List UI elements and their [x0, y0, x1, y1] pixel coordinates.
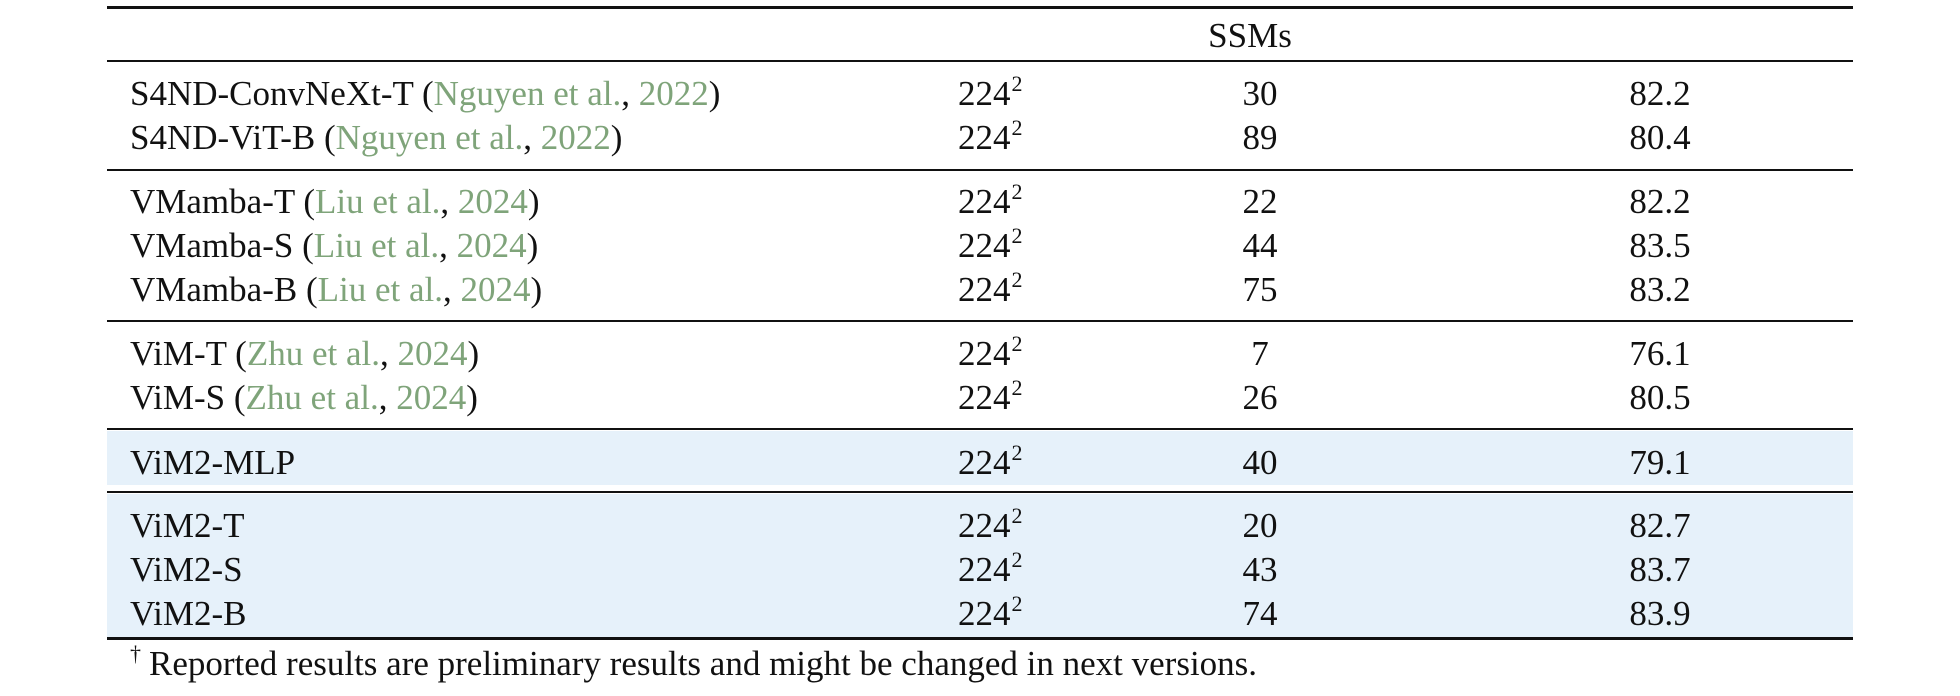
model-name: ViM-T (Zhu et al., 2024): [130, 334, 480, 373]
top1-value: 83.5: [1629, 226, 1691, 265]
citation-link[interactable]: Zhu et al.: [246, 334, 380, 373]
table-row: VMamba-B (Liu et al., 2024) 2242 75 83.2: [0, 267, 1960, 312]
citation-year-link[interactable]: 2024: [456, 226, 527, 265]
top1-value: 80.5: [1629, 378, 1691, 417]
top1-value: 82.2: [1629, 182, 1691, 221]
table-row: ViM2-T 2242 20 82.7: [0, 503, 1960, 548]
row-highlight-vim2-group: [107, 494, 1853, 637]
citation-year-link[interactable]: 2024: [457, 182, 528, 221]
params-value: 44: [1242, 226, 1278, 265]
resolution: 2242: [958, 503, 1023, 545]
table-row: ViM2-S 2242 43 83.7: [0, 547, 1960, 592]
group-separator: [107, 428, 1853, 430]
citation-year-link[interactable]: 2022: [540, 118, 611, 157]
params-value: 22: [1242, 182, 1278, 221]
resolution: 2242: [958, 71, 1023, 113]
params-value: 75: [1242, 270, 1278, 309]
resolution: 2242: [958, 375, 1023, 417]
group-separator: [107, 491, 1853, 493]
top1-value: 83.9: [1629, 594, 1691, 633]
citation-link[interactable]: Liu et al.: [317, 270, 443, 309]
table-row: VMamba-T (Liu et al., 2024) 2242 22 82.2: [0, 179, 1960, 224]
table-row: VMamba-S (Liu et al., 2024) 2242 44 83.5: [0, 223, 1960, 268]
group-separator: [107, 169, 1853, 171]
resolution: 2242: [958, 331, 1023, 373]
model-name: VMamba-S (Liu et al., 2024): [130, 226, 539, 265]
model-name: ViM2-MLP: [130, 443, 296, 482]
resolution: 2242: [958, 179, 1023, 221]
resolution: 2242: [958, 115, 1023, 157]
resolution: 2242: [958, 591, 1023, 633]
top1-value: 80.4: [1629, 118, 1691, 157]
bottom-rule: [107, 637, 1853, 640]
model-name: S4ND-ViT-B (Nguyen et al., 2022): [130, 118, 623, 157]
params-value: 7: [1251, 334, 1269, 373]
model-name: ViM-S (Zhu et al., 2024): [130, 378, 478, 417]
table-row: S4ND-ConvNeXt-T (Nguyen et al., 2022) 22…: [0, 71, 1960, 116]
params-value: 40: [1242, 443, 1278, 482]
top1-value: 79.1: [1629, 443, 1691, 482]
model-name: VMamba-B (Liu et al., 2024): [130, 270, 543, 309]
table-footnote: † Reported results are preliminary result…: [130, 641, 1258, 690]
model-name: ViM2-S: [130, 550, 243, 589]
params-value: 89: [1242, 118, 1278, 157]
params-value: 74: [1242, 594, 1278, 633]
resolution: 2242: [958, 267, 1023, 309]
model-name: S4ND-ConvNeXt-T (Nguyen et al., 2022): [130, 74, 721, 113]
table-row: ViM2-MLP 2242 40 79.1: [0, 440, 1960, 485]
table-row: S4ND-ViT-B (Nguyen et al., 2022) 2242 89…: [0, 115, 1960, 160]
top-rule: [107, 6, 1853, 9]
table-row: ViM-S (Zhu et al., 2024) 2242 26 80.5: [0, 375, 1960, 420]
params-value: 20: [1242, 506, 1278, 545]
footnote-text: Reported results are preliminary results…: [149, 644, 1258, 683]
model-name: VMamba-T (Liu et al., 2024): [130, 182, 540, 221]
resolution: 2242: [958, 547, 1023, 589]
top1-value: 83.2: [1629, 270, 1691, 309]
section-rule: [107, 60, 1853, 62]
group-separator: [107, 320, 1853, 322]
citation-year-link[interactable]: 2022: [638, 74, 709, 113]
table-row: ViM-T (Zhu et al., 2024) 2242 7 76.1: [0, 331, 1960, 376]
model-name: ViM2-T: [130, 506, 245, 545]
top1-value: 76.1: [1629, 334, 1691, 373]
params-value: 30: [1242, 74, 1278, 113]
resolution: 2242: [958, 440, 1023, 482]
citation-link[interactable]: Zhu et al.: [245, 378, 379, 417]
row-highlight-vim2-mlp: [107, 431, 1853, 485]
params-value: 43: [1242, 550, 1278, 589]
citation-link[interactable]: Nguyen et al.: [335, 118, 524, 157]
top1-value: 82.7: [1629, 506, 1691, 545]
top1-value: 82.2: [1629, 74, 1691, 113]
dagger-mark: †: [130, 641, 141, 666]
resolution: 2242: [958, 223, 1023, 265]
table-row: ViM2-B 2242 74 83.9: [0, 591, 1960, 636]
citation-year-link[interactable]: 2024: [396, 378, 467, 417]
model-name: ViM2-B: [130, 594, 247, 633]
params-value: 26: [1242, 378, 1278, 417]
citation-link[interactable]: Liu et al.: [315, 182, 441, 221]
citation-year-link[interactable]: 2024: [460, 270, 531, 309]
citation-link[interactable]: Nguyen et al.: [433, 74, 622, 113]
top1-value: 83.7: [1629, 550, 1691, 589]
citation-link[interactable]: Liu et al.: [313, 226, 440, 265]
section-title: SSMs: [1208, 16, 1292, 55]
citation-year-link[interactable]: 2024: [397, 334, 468, 373]
